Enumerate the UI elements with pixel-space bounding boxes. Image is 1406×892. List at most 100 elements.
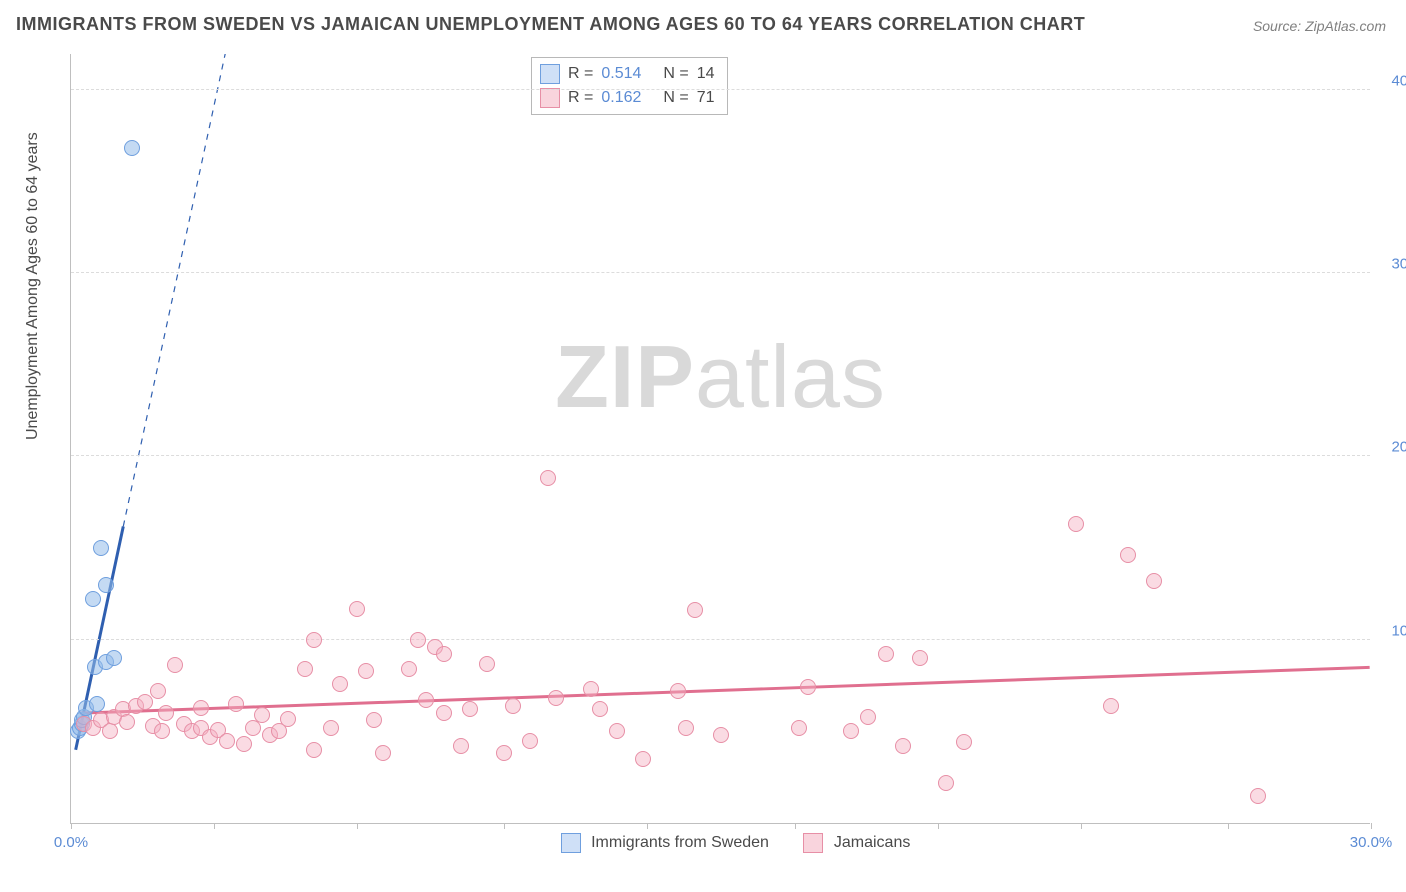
data-point-jamaicans [800, 679, 816, 695]
x-tick [214, 823, 215, 829]
data-point-jamaicans [150, 683, 166, 699]
scatter-chart: ZIPatlas R = 0.514 N = 14 R = 0.162 N = … [70, 54, 1370, 824]
data-point-jamaicans [938, 775, 954, 791]
data-point-jamaicans [375, 745, 391, 761]
data-point-jamaicans [1120, 547, 1136, 563]
trend-line [80, 667, 1370, 713]
data-point-jamaicans [592, 701, 608, 717]
data-point-jamaicans [306, 742, 322, 758]
grid-line [71, 639, 1370, 640]
y-tick-label: 40.0% [1374, 72, 1406, 89]
y-tick-label: 30.0% [1374, 256, 1406, 273]
data-point-jamaicans [219, 733, 235, 749]
legend-swatch-jamaicans-icon [803, 833, 823, 853]
data-point-jamaicans [878, 646, 894, 662]
data-point-jamaicans [670, 683, 686, 699]
data-point-jamaicans [297, 661, 313, 677]
series-legend: Immigrants from Sweden Jamaicans [71, 833, 1370, 853]
y-tick-label: 20.0% [1374, 439, 1406, 456]
r-label: R = [568, 89, 593, 107]
data-point-sweden [106, 650, 122, 666]
x-tick-label: 0.0% [54, 834, 88, 851]
r-label: R = [568, 65, 593, 83]
data-point-jamaicans [635, 751, 651, 767]
data-point-jamaicans [956, 734, 972, 750]
data-point-jamaicans [167, 657, 183, 673]
data-point-jamaicans [323, 720, 339, 736]
data-point-jamaicans [912, 650, 928, 666]
data-point-jamaicans [306, 632, 322, 648]
data-point-jamaicans [609, 723, 625, 739]
legend-label-jamaicans: Jamaicans [834, 834, 910, 851]
watermark: ZIPatlas [555, 326, 886, 428]
x-tick [647, 823, 648, 829]
swatch-sweden-icon [540, 64, 560, 84]
data-point-jamaicans [436, 646, 452, 662]
legend-swatch-sweden-icon [561, 833, 581, 853]
data-point-jamaicans [583, 681, 599, 697]
x-tick-label: 30.0% [1350, 834, 1393, 851]
grid-line [71, 272, 1370, 273]
data-point-jamaicans [349, 601, 365, 617]
data-point-jamaicans [1103, 698, 1119, 714]
data-point-jamaicans [228, 696, 244, 712]
data-point-sweden [93, 540, 109, 556]
data-point-jamaicans [1068, 516, 1084, 532]
data-point-sweden [89, 696, 105, 712]
data-point-jamaicans [895, 738, 911, 754]
r-value-sweden: 0.514 [601, 65, 641, 83]
r-value-jamaicans: 0.162 [601, 89, 641, 107]
x-tick [1371, 823, 1372, 829]
data-point-jamaicans [254, 707, 270, 723]
stats-row-sweden: R = 0.514 N = 14 [540, 62, 715, 86]
data-point-jamaicans [137, 694, 153, 710]
data-point-jamaicans [332, 676, 348, 692]
data-point-jamaicans [522, 733, 538, 749]
data-point-jamaicans [193, 700, 209, 716]
legend-label-sweden: Immigrants from Sweden [591, 834, 769, 851]
grid-line [71, 455, 1370, 456]
data-point-jamaicans [236, 736, 252, 752]
source-label: Source: ZipAtlas.com [1253, 18, 1386, 34]
data-point-sweden [124, 140, 140, 156]
data-point-sweden [85, 591, 101, 607]
data-point-jamaicans [548, 690, 564, 706]
n-value-jamaicans: 71 [697, 89, 715, 107]
data-point-jamaicans [154, 723, 170, 739]
x-tick [795, 823, 796, 829]
data-point-jamaicans [505, 698, 521, 714]
data-point-jamaicans [1250, 788, 1266, 804]
x-tick [71, 823, 72, 829]
data-point-jamaicans [687, 602, 703, 618]
watermark-zip: ZIP [555, 327, 695, 426]
x-tick [1081, 823, 1082, 829]
data-point-jamaicans [462, 701, 478, 717]
x-tick [357, 823, 358, 829]
data-point-sweden [98, 577, 114, 593]
grid-line [71, 89, 1370, 90]
x-tick [1228, 823, 1229, 829]
swatch-jamaicans-icon [540, 88, 560, 108]
data-point-jamaicans [479, 656, 495, 672]
data-point-jamaicans [119, 714, 135, 730]
watermark-atlas: atlas [695, 327, 886, 426]
x-tick [938, 823, 939, 829]
data-point-jamaicans [713, 727, 729, 743]
data-point-jamaicans [436, 705, 452, 721]
data-point-jamaicans [791, 720, 807, 736]
data-point-jamaicans [418, 692, 434, 708]
n-label: N = [663, 89, 688, 107]
data-point-jamaicans [496, 745, 512, 761]
data-point-jamaicans [540, 470, 556, 486]
data-point-jamaicans [843, 723, 859, 739]
data-point-jamaicans [366, 712, 382, 728]
data-point-jamaicans [410, 632, 426, 648]
data-point-jamaicans [401, 661, 417, 677]
y-axis-label: Unemployment Among Ages 60 to 64 years [24, 132, 42, 440]
data-point-jamaicans [358, 663, 374, 679]
data-point-jamaicans [678, 720, 694, 736]
n-label: N = [663, 65, 688, 83]
data-point-jamaicans [860, 709, 876, 725]
n-value-sweden: 14 [697, 65, 715, 83]
stats-legend: R = 0.514 N = 14 R = 0.162 N = 71 [531, 57, 728, 115]
